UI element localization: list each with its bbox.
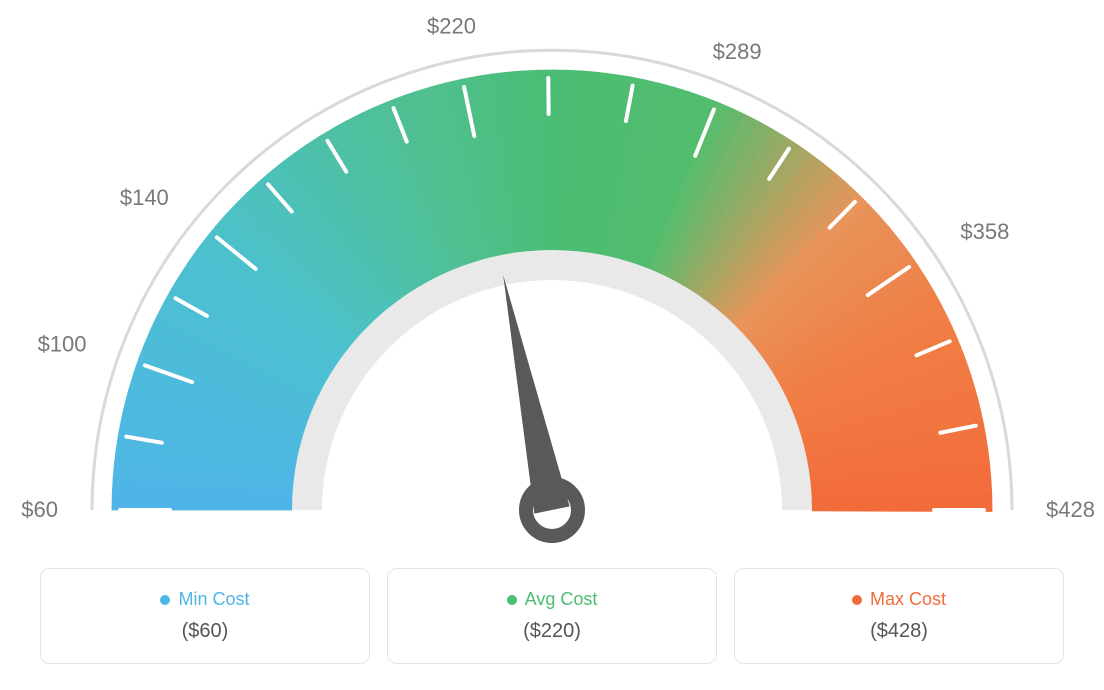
- svg-text:$140: $140: [120, 185, 169, 210]
- svg-text:$100: $100: [38, 332, 87, 357]
- svg-text:$60: $60: [21, 497, 58, 522]
- svg-text:$289: $289: [713, 39, 762, 64]
- legend-label-min: Min Cost: [178, 589, 249, 610]
- gauge-chart: $60 $100 $140 $220 $289 $358 $428: [0, 0, 1104, 560]
- legend-card-max: Max Cost ($428): [734, 568, 1064, 664]
- legend-dot-avg: [507, 595, 517, 605]
- legend-card-min: Min Cost ($60): [40, 568, 370, 664]
- svg-text:$358: $358: [960, 219, 1009, 244]
- legend-title-max: Max Cost: [852, 589, 946, 610]
- legend-dot-min: [160, 595, 170, 605]
- gauge-svg: $60 $100 $140 $220 $289 $358 $428: [0, 0, 1104, 560]
- legend-title-avg: Avg Cost: [507, 589, 598, 610]
- legend-value-min: ($60): [182, 620, 229, 643]
- legend-card-avg: Avg Cost ($220): [387, 568, 717, 664]
- legend-label-max: Max Cost: [870, 589, 946, 610]
- svg-text:$428: $428: [1046, 497, 1095, 522]
- legend-title-min: Min Cost: [160, 589, 249, 610]
- legend-label-avg: Avg Cost: [525, 589, 598, 610]
- legend-value-max: ($428): [870, 620, 928, 643]
- legend-value-avg: ($220): [523, 620, 581, 643]
- svg-text:$220: $220: [427, 13, 476, 38]
- legend-dot-max: [852, 595, 862, 605]
- legend-row: Min Cost ($60) Avg Cost ($220) Max Cost …: [0, 568, 1104, 664]
